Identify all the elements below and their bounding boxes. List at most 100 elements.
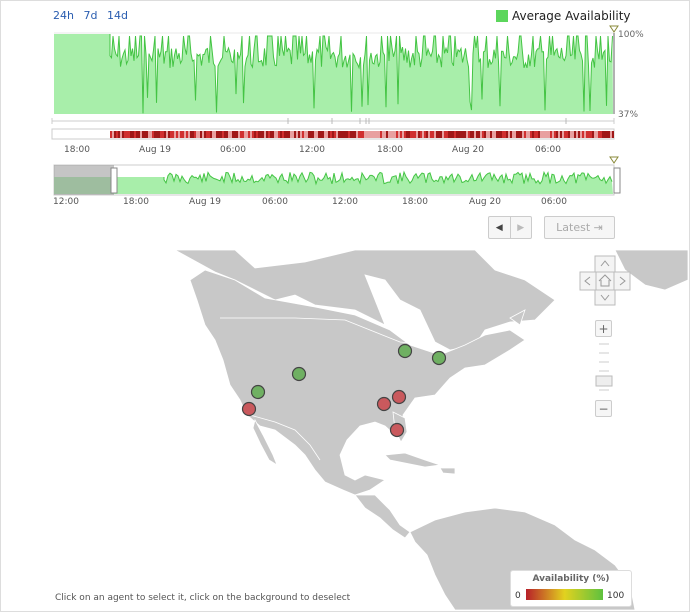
error-event-mark bbox=[458, 131, 460, 138]
zoom-slider[interactable] bbox=[595, 340, 613, 402]
error-event-mark bbox=[594, 131, 596, 138]
legend-swatch bbox=[496, 10, 508, 22]
error-event-mark bbox=[512, 131, 514, 138]
error-event-mark bbox=[538, 131, 540, 138]
error-event-mark bbox=[120, 131, 122, 138]
error-event-mark bbox=[580, 131, 582, 138]
nav-x-label: Aug 19 bbox=[189, 197, 221, 207]
error-event-mark bbox=[480, 131, 482, 138]
zoom-in-button[interactable]: + bbox=[595, 320, 612, 337]
y-top-label: 100% bbox=[618, 30, 644, 40]
error-event-mark bbox=[612, 131, 614, 138]
availability-chart[interactable]: 100% 37% 18:00 Aug 19 06:00 12:00 18:00 … bbox=[0, 0, 690, 160]
error-event-mark bbox=[192, 131, 194, 138]
error-event-mark bbox=[602, 131, 604, 138]
error-event-mark bbox=[328, 131, 330, 138]
pan-up-button[interactable] bbox=[594, 255, 616, 273]
error-event-mark bbox=[230, 131, 232, 138]
error-event-mark bbox=[562, 131, 564, 138]
zoom-out-button[interactable]: − bbox=[595, 400, 612, 417]
error-event-mark bbox=[266, 131, 268, 138]
agent-marker-ok[interactable] bbox=[397, 343, 413, 359]
previous-button[interactable]: ◀ bbox=[489, 217, 510, 238]
error-event-mark bbox=[114, 131, 116, 138]
availability-legend-min: 0 bbox=[515, 591, 521, 601]
agent-marker-down[interactable] bbox=[241, 401, 257, 417]
error-event-mark bbox=[450, 131, 452, 138]
error-event-mark bbox=[570, 131, 572, 138]
error-event-mark bbox=[182, 131, 184, 138]
error-event-mark bbox=[514, 131, 516, 138]
main-x-label: Aug 20 bbox=[452, 145, 484, 155]
range-14d-link[interactable]: 14d bbox=[106, 9, 128, 22]
availability-legend: Availability (%) 0 100 bbox=[510, 570, 632, 607]
error-event-mark bbox=[592, 131, 594, 138]
error-event-mark bbox=[564, 131, 566, 138]
nav-x-label: 06:00 bbox=[541, 197, 567, 207]
pan-left-button[interactable] bbox=[579, 271, 597, 291]
error-event-mark bbox=[148, 131, 150, 138]
error-event-mark bbox=[524, 131, 526, 138]
error-event-mark bbox=[368, 131, 370, 138]
error-event-mark bbox=[412, 131, 414, 138]
error-event-mark bbox=[138, 131, 140, 138]
chevron-down-icon bbox=[600, 294, 610, 301]
error-event-mark bbox=[340, 131, 342, 138]
error-event-mark bbox=[370, 131, 372, 138]
agent-marker-ok[interactable] bbox=[250, 384, 266, 400]
chart-legend[interactable]: Average Availability bbox=[496, 9, 631, 23]
error-event-mark bbox=[318, 131, 320, 138]
zoom-slider-handle[interactable] bbox=[595, 375, 613, 387]
error-event-mark bbox=[522, 131, 524, 138]
map-pan-control[interactable] bbox=[579, 255, 631, 307]
agent-marker-down[interactable] bbox=[391, 389, 407, 405]
navigator-right-handle[interactable] bbox=[613, 167, 621, 194]
navigator-left-handle[interactable] bbox=[110, 167, 118, 194]
error-event-mark bbox=[338, 131, 340, 138]
error-event-mark bbox=[530, 131, 532, 138]
error-event-mark bbox=[488, 131, 490, 138]
agent-marker-down[interactable] bbox=[389, 422, 405, 438]
error-event-mark bbox=[464, 131, 466, 138]
agent-marker-ok[interactable] bbox=[291, 366, 307, 382]
range-7d-link[interactable]: 7d bbox=[83, 9, 98, 22]
error-event-mark bbox=[536, 131, 538, 138]
pan-down-button[interactable] bbox=[594, 288, 616, 306]
error-event-mark bbox=[222, 131, 224, 138]
navigator-chart[interactable]: 12:00 18:00 Aug 19 06:00 12:00 18:00 Aug… bbox=[0, 155, 690, 215]
error-event-mark bbox=[358, 131, 360, 138]
error-event-mark bbox=[470, 131, 472, 138]
error-event-mark bbox=[360, 131, 362, 138]
error-event-mark bbox=[150, 131, 152, 138]
error-event-mark bbox=[194, 131, 196, 138]
error-event-mark bbox=[372, 131, 374, 138]
error-event-mark bbox=[346, 131, 348, 138]
pan-right-button[interactable] bbox=[613, 271, 631, 291]
error-event-mark bbox=[554, 131, 556, 138]
error-event-mark bbox=[154, 131, 156, 138]
error-event-mark bbox=[316, 131, 318, 138]
error-event-mark bbox=[256, 131, 258, 138]
availability-gradient-bar bbox=[526, 589, 603, 600]
agent-marker-ok[interactable] bbox=[431, 350, 447, 366]
agent-marker-down[interactable] bbox=[376, 396, 392, 412]
error-event-mark bbox=[128, 131, 130, 138]
nav-x-label: 18:00 bbox=[123, 197, 149, 207]
error-event-mark bbox=[468, 131, 470, 138]
error-event-mark bbox=[414, 131, 416, 138]
latest-button[interactable]: Latest ⇥ bbox=[544, 216, 615, 239]
error-event-mark bbox=[288, 131, 290, 138]
error-event-mark bbox=[312, 131, 314, 138]
error-event-mark bbox=[506, 131, 508, 138]
error-event-mark bbox=[466, 131, 468, 138]
error-event-mark bbox=[188, 131, 190, 138]
error-event-mark bbox=[540, 131, 542, 138]
error-event-mark bbox=[306, 131, 308, 138]
error-event-mark bbox=[190, 131, 192, 138]
next-button[interactable]: ▶ bbox=[509, 217, 532, 238]
error-event-mark bbox=[446, 131, 448, 138]
error-event-mark bbox=[584, 131, 586, 138]
error-event-mark bbox=[160, 131, 162, 138]
error-event-mark bbox=[606, 131, 608, 138]
range-24h-link[interactable]: 24h bbox=[53, 9, 74, 22]
